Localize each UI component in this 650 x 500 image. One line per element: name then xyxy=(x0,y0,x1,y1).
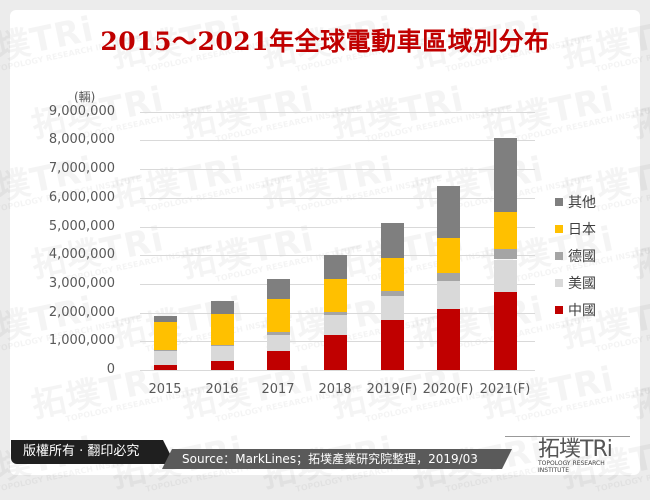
bar-segment-其他 xyxy=(323,254,347,279)
x-tick-label: 2020(F) xyxy=(422,382,474,397)
y-tick-label: 3,000,000 xyxy=(48,275,115,291)
bar-segment-其他 xyxy=(436,185,460,239)
footer-divider xyxy=(505,436,630,437)
bar-segment-日本 xyxy=(436,238,460,273)
copyright-banner: 版權所有 · 翻印必究 xyxy=(11,440,175,464)
legend-label: 美國 xyxy=(568,275,596,292)
bar-segment-其他 xyxy=(153,315,177,323)
x-tick-label: 2021(F) xyxy=(479,382,531,397)
x-tick-label: 2019(F) xyxy=(366,382,418,397)
x-tick-label: 2016 xyxy=(205,382,239,397)
y-tick-label: 1,000,000 xyxy=(48,333,115,349)
bar-segment-德國 xyxy=(380,291,404,296)
bar-segment-美國 xyxy=(380,295,404,321)
bar-segment-德國 xyxy=(436,272,460,281)
bar-segment-美國 xyxy=(153,350,177,366)
legend-item: 美國 xyxy=(555,269,596,296)
gridline xyxy=(140,370,535,371)
bar-segment-德國 xyxy=(323,312,347,315)
y-tick-label: 4,000,000 xyxy=(48,247,115,263)
bar-segment-日本 xyxy=(380,258,404,292)
gridline xyxy=(140,197,535,199)
bar-segment-中國 xyxy=(323,335,347,370)
legend-item: 德國 xyxy=(555,242,596,269)
y-tick-label: 2,000,000 xyxy=(48,304,115,320)
bar-segment-德國 xyxy=(493,249,517,260)
bar-segment-中國 xyxy=(436,309,460,370)
y-tick-label: 7,000,000 xyxy=(48,161,115,177)
gridline xyxy=(140,111,535,113)
x-tick-label: 2017 xyxy=(261,382,295,397)
x-tick-label: 2015 xyxy=(148,382,182,397)
y-tick-label: 8,000,000 xyxy=(48,132,115,148)
bar-segment-中國 xyxy=(153,365,177,370)
legend-swatch xyxy=(555,278,563,287)
legend-swatch xyxy=(555,224,563,233)
gridline xyxy=(140,140,535,142)
bar-segment-美國 xyxy=(323,314,347,336)
legend-swatch xyxy=(555,197,563,206)
bar-segment-德國 xyxy=(266,331,290,335)
bar-segment-日本 xyxy=(266,299,290,332)
legend-label: 德國 xyxy=(568,248,596,265)
bar-segment-中國 xyxy=(210,360,234,370)
gridline xyxy=(140,169,535,171)
gridline xyxy=(140,226,535,228)
bar-segment-其他 xyxy=(266,279,290,300)
legend-swatch xyxy=(555,305,563,314)
chart-title: 2015～2021年全球電動車區域別分布 xyxy=(100,27,550,56)
legend-label: 其他 xyxy=(568,194,596,211)
bar-segment-日本 xyxy=(153,322,177,350)
y-tick-label: 5,000,000 xyxy=(48,218,115,234)
bar-segment-中國 xyxy=(266,350,290,370)
bar-segment-日本 xyxy=(210,313,234,346)
logo-tri: TRi xyxy=(580,437,613,462)
chart-card xyxy=(10,10,640,475)
y-axis-unit: (輛) xyxy=(74,90,96,104)
bar-segment-日本 xyxy=(493,212,517,250)
legend-item: 日本 xyxy=(555,215,596,242)
logo-sub: TOPOLOGY RESEARCH INSTITUTE xyxy=(538,460,605,474)
y-tick-label: 0 xyxy=(106,362,115,377)
bar-segment-中國 xyxy=(380,320,404,370)
bar-segment-美國 xyxy=(493,259,517,292)
legend-item: 其他 xyxy=(555,188,596,215)
x-tick-label: 2018 xyxy=(318,382,352,397)
bar-segment-日本 xyxy=(323,279,347,313)
tri-logo: 拓墣TRi TOPOLOGY RESEARCH INSTITUTE xyxy=(538,431,628,474)
bar-segment-其他 xyxy=(493,138,517,213)
bar-segment-美國 xyxy=(436,280,460,310)
bar-segment-德國 xyxy=(210,345,234,346)
y-tick-label: 6,000,000 xyxy=(48,189,115,205)
source-note: Source：MarkLines；拓墣產業研究院整理，2019/03 xyxy=(162,449,512,469)
legend: 其他日本德國美國中國 xyxy=(555,188,596,323)
legend-swatch xyxy=(555,251,563,260)
y-tick-label: 9,000,000 xyxy=(48,103,115,119)
bar-segment-中國 xyxy=(493,291,517,370)
bar-segment-德國 xyxy=(153,349,177,351)
logo-main: 拓墣 xyxy=(538,437,581,462)
bar-segment-美國 xyxy=(210,345,234,361)
bar-segment-其他 xyxy=(210,300,234,314)
bar-segment-其他 xyxy=(380,222,404,259)
legend-label: 日本 xyxy=(568,221,596,238)
legend-label: 中國 xyxy=(568,302,596,319)
legend-item: 中國 xyxy=(555,296,596,323)
bar-segment-美國 xyxy=(266,334,290,351)
